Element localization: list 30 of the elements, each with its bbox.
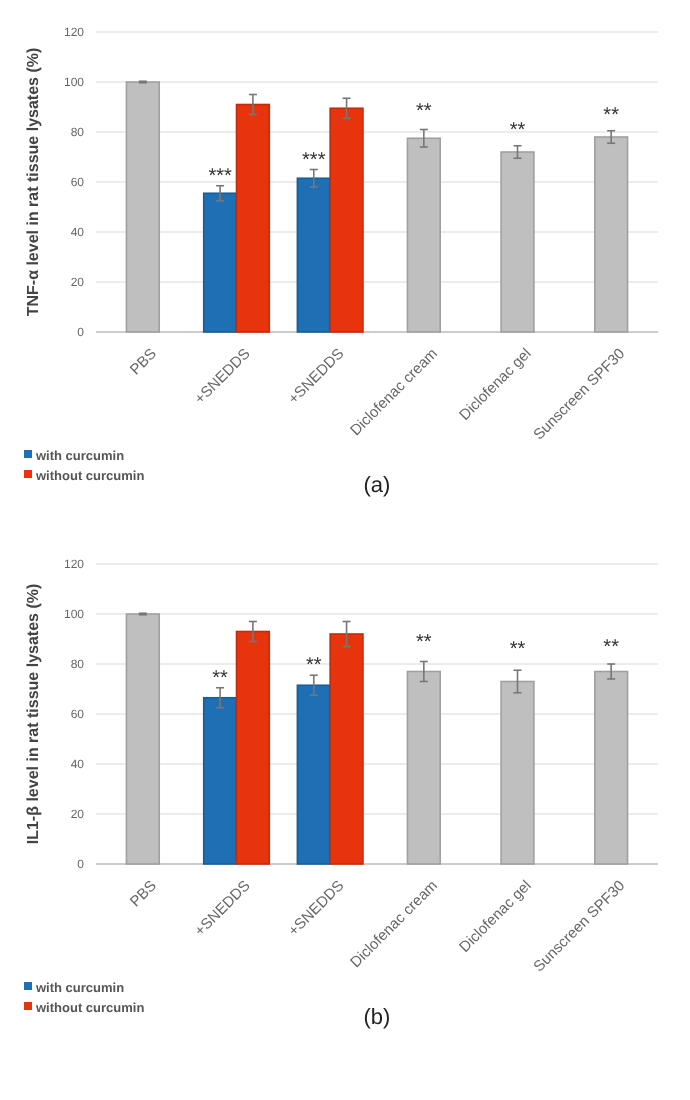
bar (202, 192, 238, 333)
bar (500, 151, 535, 333)
bar (329, 633, 364, 865)
bar (296, 684, 331, 865)
bar (125, 613, 161, 865)
bar (406, 137, 442, 333)
annotation: ** (212, 667, 229, 690)
annotation: ** (509, 639, 526, 661)
bar (235, 103, 271, 333)
bar (202, 696, 238, 865)
bar (125, 81, 161, 333)
annotation: ** (509, 119, 526, 142)
annotation: *** (302, 149, 326, 172)
bar (593, 670, 629, 865)
bar (406, 670, 442, 865)
annotation: ** (603, 104, 620, 127)
annotation: ** (603, 636, 620, 659)
annotation: ** (416, 100, 432, 123)
annotation: ** (416, 631, 432, 654)
text: (a) (363, 474, 391, 498)
bar (235, 630, 271, 865)
bar (296, 177, 331, 333)
annotation: *** (208, 165, 232, 188)
text: (b) (363, 1006, 391, 1030)
bar (500, 680, 535, 865)
y-axis-title: TNF-α level in rat tissue lysates (%) (24, 47, 42, 317)
y-axis-title: IL1-β level in rat tissue lysates (%) (24, 583, 42, 845)
bar (593, 136, 629, 333)
bar (329, 107, 364, 333)
annotation: ** (305, 655, 322, 678)
